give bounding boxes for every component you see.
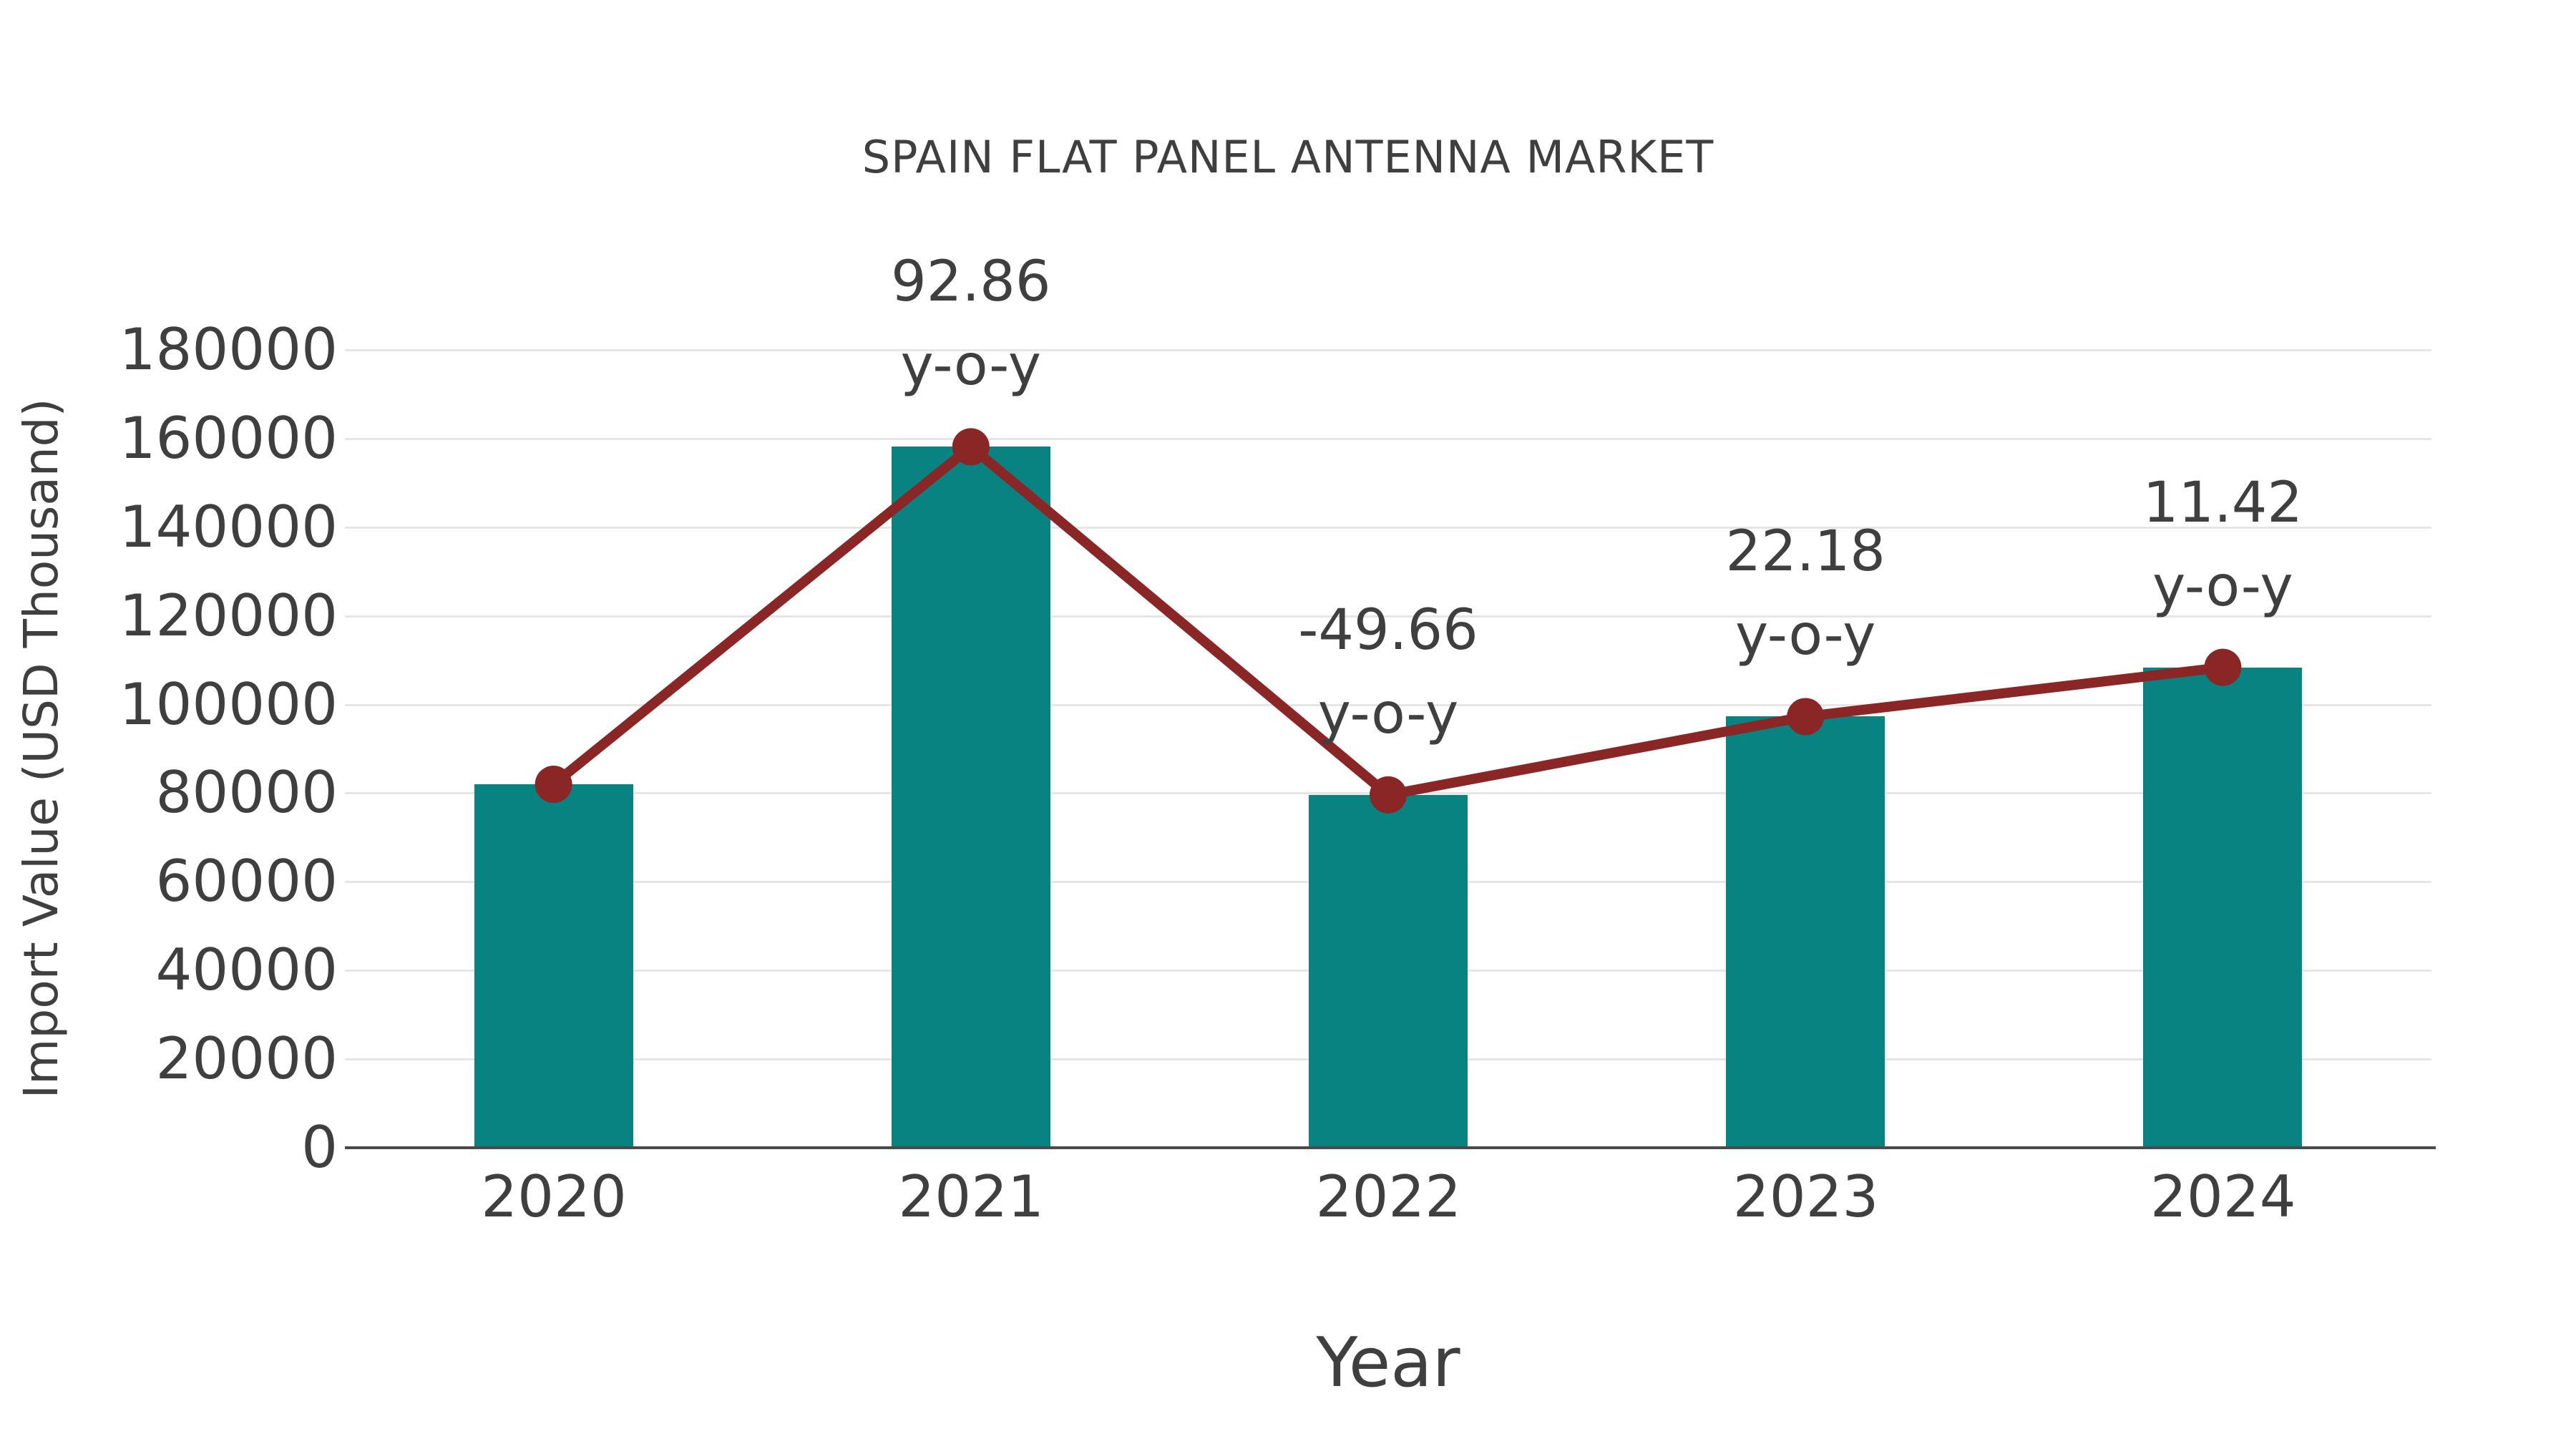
gridline-160000 (345, 437, 2431, 440)
yoy-annotation-2024: 11.42 y-o-y (2142, 470, 2303, 619)
y-tick-label: 120000 (119, 582, 338, 649)
x-axis-line (345, 1146, 2436, 1149)
gridline-180000 (345, 349, 2431, 351)
bar-2021 (891, 447, 1050, 1148)
chart-title: SPAIN FLAT PANEL ANTENNA MARKET (862, 131, 1714, 183)
y-tick-label: 60000 (155, 848, 338, 915)
gridline-100000 (345, 703, 2431, 706)
y-tick-label: 80000 (155, 759, 338, 826)
y-tick-label: 180000 (119, 316, 338, 383)
y-tick-label: 140000 (119, 493, 338, 560)
data-point-marker-2020 (535, 766, 572, 804)
y-tick-label: 40000 (155, 937, 338, 1004)
y-tick-label: 100000 (119, 670, 338, 738)
yoy-annotation-2022: -49.66 y-o-y (1298, 597, 1478, 746)
yoy-annotation-2023: 22.18 y-o-y (1725, 519, 1885, 668)
x-tick-label-2023: 2023 (1732, 1163, 1879, 1230)
bar-2023 (1726, 716, 1885, 1148)
data-point-marker-2023 (1787, 698, 1825, 736)
gridline-120000 (345, 615, 2431, 618)
y-tick-label: 160000 (119, 404, 338, 472)
bar-2020 (474, 784, 633, 1148)
x-tick-label-2022: 2022 (1315, 1163, 1462, 1230)
data-point-marker-2022 (1370, 776, 1407, 814)
bar-2024 (2143, 667, 2303, 1148)
y-tick-label: 20000 (155, 1025, 338, 1093)
y-tick-label: 0 (301, 1114, 338, 1181)
x-tick-label-2024: 2024 (2150, 1163, 2296, 1230)
bar-2022 (1309, 794, 1468, 1148)
data-point-marker-2021 (952, 428, 990, 466)
x-tick-label-2020: 2020 (481, 1163, 627, 1230)
gridline-140000 (345, 526, 2431, 529)
data-point-marker-2024 (2204, 648, 2242, 686)
yoy-annotation-2021: 92.86 y-o-y (891, 250, 1051, 399)
x-axis-label: Year (1316, 1324, 1460, 1402)
x-tick-label-2021: 2021 (898, 1163, 1044, 1230)
